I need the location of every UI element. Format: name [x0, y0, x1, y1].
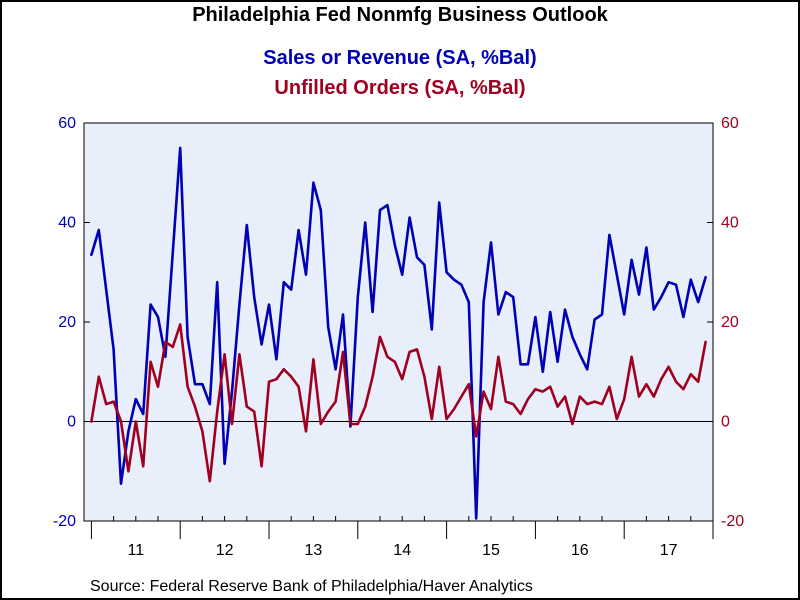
source-note: Source: Federal Reserve Bank of Philadel…: [90, 578, 533, 595]
y-left-tick-label: 40: [58, 215, 76, 232]
y-left-tick-label: -20: [53, 513, 76, 530]
x-tick-label: 17: [660, 542, 678, 559]
plot-area: [84, 123, 713, 521]
x-tick-label: 12: [216, 542, 234, 559]
x-tick-label: 15: [482, 542, 500, 559]
y-right-tick-label: 0: [721, 414, 730, 431]
x-tick-label: 16: [571, 542, 589, 559]
x-tick-label: 14: [393, 542, 411, 559]
y-right-tick-label: -20: [721, 513, 744, 530]
y-left-tick-label: 20: [58, 314, 76, 331]
y-right-tick-label: 60: [721, 115, 739, 132]
y-left-tick-label: 60: [58, 115, 76, 132]
y-right-tick-label: 20: [721, 314, 739, 331]
y-right-tick-label: 40: [721, 215, 739, 232]
plot-border: [83, 122, 714, 522]
chart-title: Philadelphia Fed Nonmfg Business Outlook: [192, 4, 608, 26]
y-left-tick-label: 0: [67, 414, 76, 431]
legend-unfilled-orders: Unfilled Orders (SA, %Bal): [274, 77, 526, 99]
x-tick-label: 13: [305, 542, 323, 559]
x-tick-label: 11: [127, 542, 144, 559]
legend-sales-revenue: Sales or Revenue (SA, %Bal): [263, 47, 537, 69]
series-line-sales-revenue: [90, 146, 707, 520]
series-line-unfilled-orders: [90, 323, 707, 483]
